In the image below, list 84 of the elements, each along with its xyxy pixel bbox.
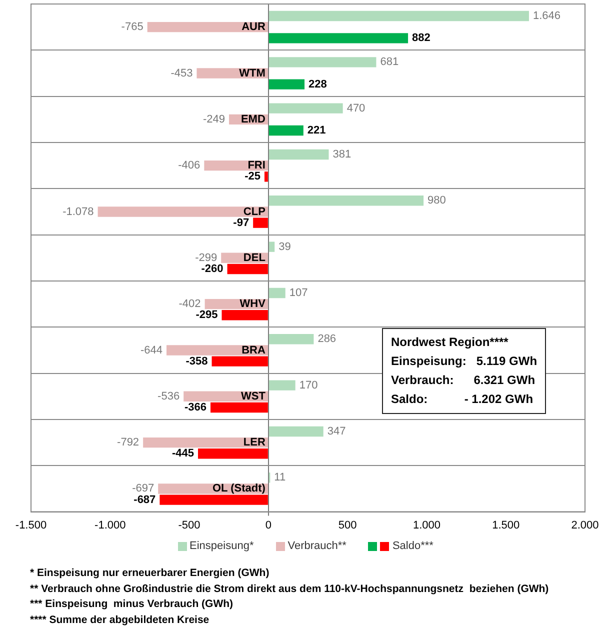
x-tick-label: 2.000 bbox=[571, 519, 599, 532]
y-tick-label: FRI bbox=[248, 160, 266, 172]
bar bbox=[268, 33, 408, 44]
bar bbox=[268, 196, 424, 206]
bar bbox=[143, 437, 268, 448]
bar bbox=[268, 288, 286, 298]
bar bbox=[210, 402, 268, 413]
bar bbox=[268, 79, 305, 90]
bar bbox=[227, 264, 268, 274]
bar bbox=[212, 356, 268, 366]
bar bbox=[268, 10, 529, 22]
x-tick-label: -1.500 bbox=[15, 519, 47, 532]
data-label: -249 bbox=[202, 113, 226, 126]
data-label: -358 bbox=[186, 355, 208, 368]
bar bbox=[222, 310, 268, 320]
y-tick-label: EMD bbox=[240, 113, 266, 126]
data-label: -25 bbox=[244, 170, 260, 183]
data-label: 228 bbox=[308, 78, 327, 90]
data-label: 980 bbox=[428, 194, 446, 207]
data-label: -697 bbox=[132, 482, 154, 495]
bar bbox=[264, 172, 268, 182]
data-label: -260 bbox=[201, 263, 224, 276]
bar bbox=[198, 448, 268, 459]
x-tick-label: 0 bbox=[265, 519, 272, 532]
data-label: 1.646 bbox=[532, 10, 560, 22]
data-label: -453 bbox=[170, 67, 193, 80]
text: *** Einspeisung minus Verbrauch (GWh) bbox=[30, 598, 234, 610]
text: **** Summe der abgebildeten Kreise bbox=[30, 614, 210, 626]
x-tick-label: 1.500 bbox=[492, 519, 520, 532]
data-label: -1.078 bbox=[62, 206, 94, 218]
data-label: -536 bbox=[158, 390, 180, 402]
data-label: 170 bbox=[299, 379, 318, 392]
text: * Einspeisung nur erneuerbarer Energien (GWh) bbox=[30, 567, 270, 579]
bar bbox=[268, 103, 343, 114]
bar bbox=[98, 206, 268, 217]
annotation: Nordwest Region**** Einspeisung: 5.119 GWh Verbrauch: 6.321 GWh Saldo: - 1.202 GWh bbox=[382, 328, 546, 414]
bar bbox=[160, 494, 268, 505]
y-tick-label: OL (Stadt) bbox=[212, 482, 266, 495]
bar bbox=[253, 218, 268, 228]
bar bbox=[268, 149, 329, 160]
data-label: 39 bbox=[278, 240, 291, 253]
data-label: 11 bbox=[274, 472, 286, 484]
data-label: -402 bbox=[178, 298, 201, 310]
text: ** Verbrauch ohne Großindustrie die Strom direkt aus dem 110-kV-Hochspannungsnetz beziehen (GWh) bbox=[30, 582, 549, 594]
bar bbox=[268, 57, 376, 68]
data-label: -366 bbox=[184, 402, 206, 414]
data-label: -792 bbox=[117, 436, 140, 449]
bar bbox=[268, 380, 296, 390]
y-tick-label: CLP bbox=[243, 206, 266, 218]
x-tick-label: -1.000 bbox=[94, 519, 126, 532]
data-label: 681 bbox=[380, 56, 399, 68]
data-label: 107 bbox=[289, 287, 308, 300]
y-tick-label: DEL bbox=[243, 252, 266, 264]
bar bbox=[268, 125, 304, 136]
data-label: -687 bbox=[134, 494, 156, 506]
legend-label: Verbrauch** bbox=[288, 540, 346, 552]
data-label: -295 bbox=[196, 309, 218, 322]
data-label: 221 bbox=[307, 124, 326, 137]
y-tick-label: WTM bbox=[239, 67, 266, 80]
legend-label: Saldo*** bbox=[392, 540, 434, 552]
y-tick-label: LER bbox=[243, 436, 266, 449]
bar bbox=[268, 334, 314, 344]
data-label: 882 bbox=[412, 32, 430, 44]
x-tick-label: 500 bbox=[338, 519, 357, 532]
bar bbox=[268, 242, 275, 252]
bar bbox=[166, 345, 268, 356]
data-label: -644 bbox=[140, 344, 162, 356]
x-tick-label: 1.000 bbox=[412, 519, 440, 532]
data-label: 381 bbox=[332, 148, 352, 161]
data-label: -445 bbox=[172, 448, 194, 460]
legend-label: Einspeisung* bbox=[190, 540, 254, 552]
data-label: -97 bbox=[233, 216, 250, 229]
data-label: 286 bbox=[318, 333, 336, 346]
data-label: 347 bbox=[327, 426, 346, 438]
y-tick-label: WST bbox=[240, 390, 266, 402]
y-tick-label: BRA bbox=[242, 344, 266, 356]
data-label: 470 bbox=[346, 102, 366, 114]
data-label: -299 bbox=[195, 252, 218, 264]
data-label: -406 bbox=[178, 160, 200, 172]
y-tick-label: WHV bbox=[240, 298, 266, 310]
bar bbox=[268, 426, 324, 437]
data-label: -765 bbox=[121, 21, 144, 34]
y-tick-label: AUR bbox=[242, 21, 266, 34]
x-tick-label: -500 bbox=[178, 519, 200, 532]
